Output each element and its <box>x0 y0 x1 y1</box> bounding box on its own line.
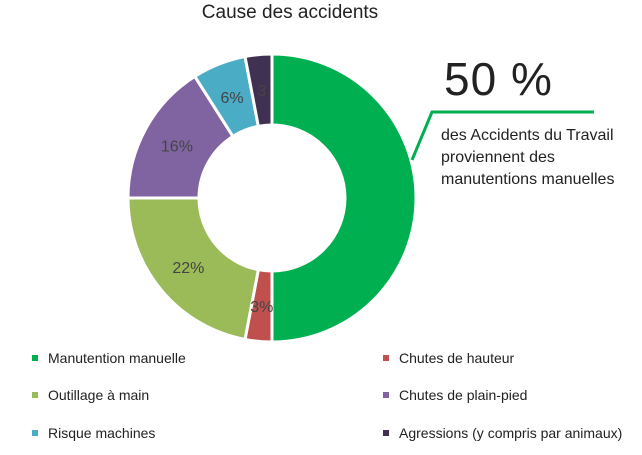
chart-title: Cause des accidents <box>201 2 379 23</box>
legend-swatch <box>32 355 38 361</box>
slice-outillage-main <box>126 196 261 342</box>
slice-label: 3 <box>257 83 266 100</box>
legend-swatch <box>383 392 389 398</box>
slice-manutention-manuelle <box>270 52 418 344</box>
legend-item: Chutes de plain-pied <box>383 387 527 403</box>
legend-swatch <box>32 430 38 436</box>
slice-agressions-y-compris-par-animaux <box>243 52 274 129</box>
legend-item: Outillage à main <box>32 387 149 403</box>
legend-item: Agressions (y compris par animaux) <box>383 425 622 441</box>
legend-item: Risque machines <box>32 425 155 441</box>
callout-text: des Accidents du Travail proviennent des… <box>441 127 615 188</box>
slice-label: 22% <box>172 260 204 277</box>
slice-label: 6% <box>220 90 243 107</box>
legend-swatch <box>32 392 38 398</box>
legend-label: Outillage à main <box>48 387 150 403</box>
slice-label: 3% <box>250 299 273 316</box>
legend-swatch <box>383 430 389 436</box>
legend-swatch <box>383 355 389 361</box>
callout-line <box>410 110 594 161</box>
legend-item: Manutention manuelle <box>32 350 186 366</box>
legend-item: Chutes de hauteur <box>383 350 514 366</box>
legend-label: Manutention manuelle <box>48 350 186 366</box>
legend-label: Agressions (y compris par animaux) <box>399 425 623 441</box>
legend-label: Chutes de hauteur <box>399 350 515 366</box>
callout-value: 50 % <box>444 53 553 105</box>
slice-label: 16% <box>161 139 193 156</box>
slices-group <box>126 52 418 344</box>
slice-labels: 3% 22% 16% 6% 3 <box>161 83 273 316</box>
legend-label: Chutes de plain-pied <box>399 387 528 403</box>
legend-label: Risque machines <box>48 425 156 441</box>
